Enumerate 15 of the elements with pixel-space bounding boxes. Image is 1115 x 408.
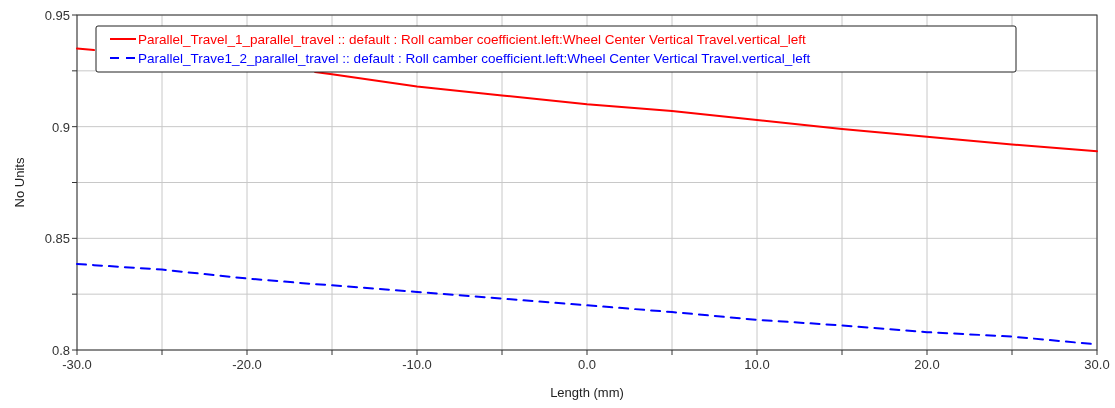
x-tick-label: 30.0 bbox=[1084, 357, 1110, 372]
y-tick-label: 0.9 bbox=[51, 119, 70, 135]
x-tick-label: 0.0 bbox=[577, 357, 597, 372]
legend-label: Parallel_Trave1_2_parallel_travel :: default : Roll camber coefficient.left:Wheel Center Vertical Travel.vertical_left bbox=[138, 51, 811, 66]
x-axis-title: Length (mm) bbox=[550, 385, 624, 400]
y-tick-label: 0.8 bbox=[51, 343, 70, 358]
x-tick-label: -30.0 bbox=[62, 357, 92, 372]
x-tick-label: -20.0 bbox=[232, 357, 262, 372]
y-tick-label: 0.95 bbox=[44, 8, 70, 23]
x-tick-label: 20.0 bbox=[914, 357, 940, 372]
y-axis-title: No Units bbox=[12, 157, 27, 208]
y-tick-label: 0.85 bbox=[44, 231, 70, 247]
x-tick-label: -10.0 bbox=[402, 357, 432, 372]
legend-label: Parallel_Travel_1_parallel_travel :: default : Roll camber coefficient.left:Wheel Center Vertical Travel.vertical_left bbox=[138, 32, 807, 47]
x-tick-label: 10.0 bbox=[744, 357, 770, 372]
